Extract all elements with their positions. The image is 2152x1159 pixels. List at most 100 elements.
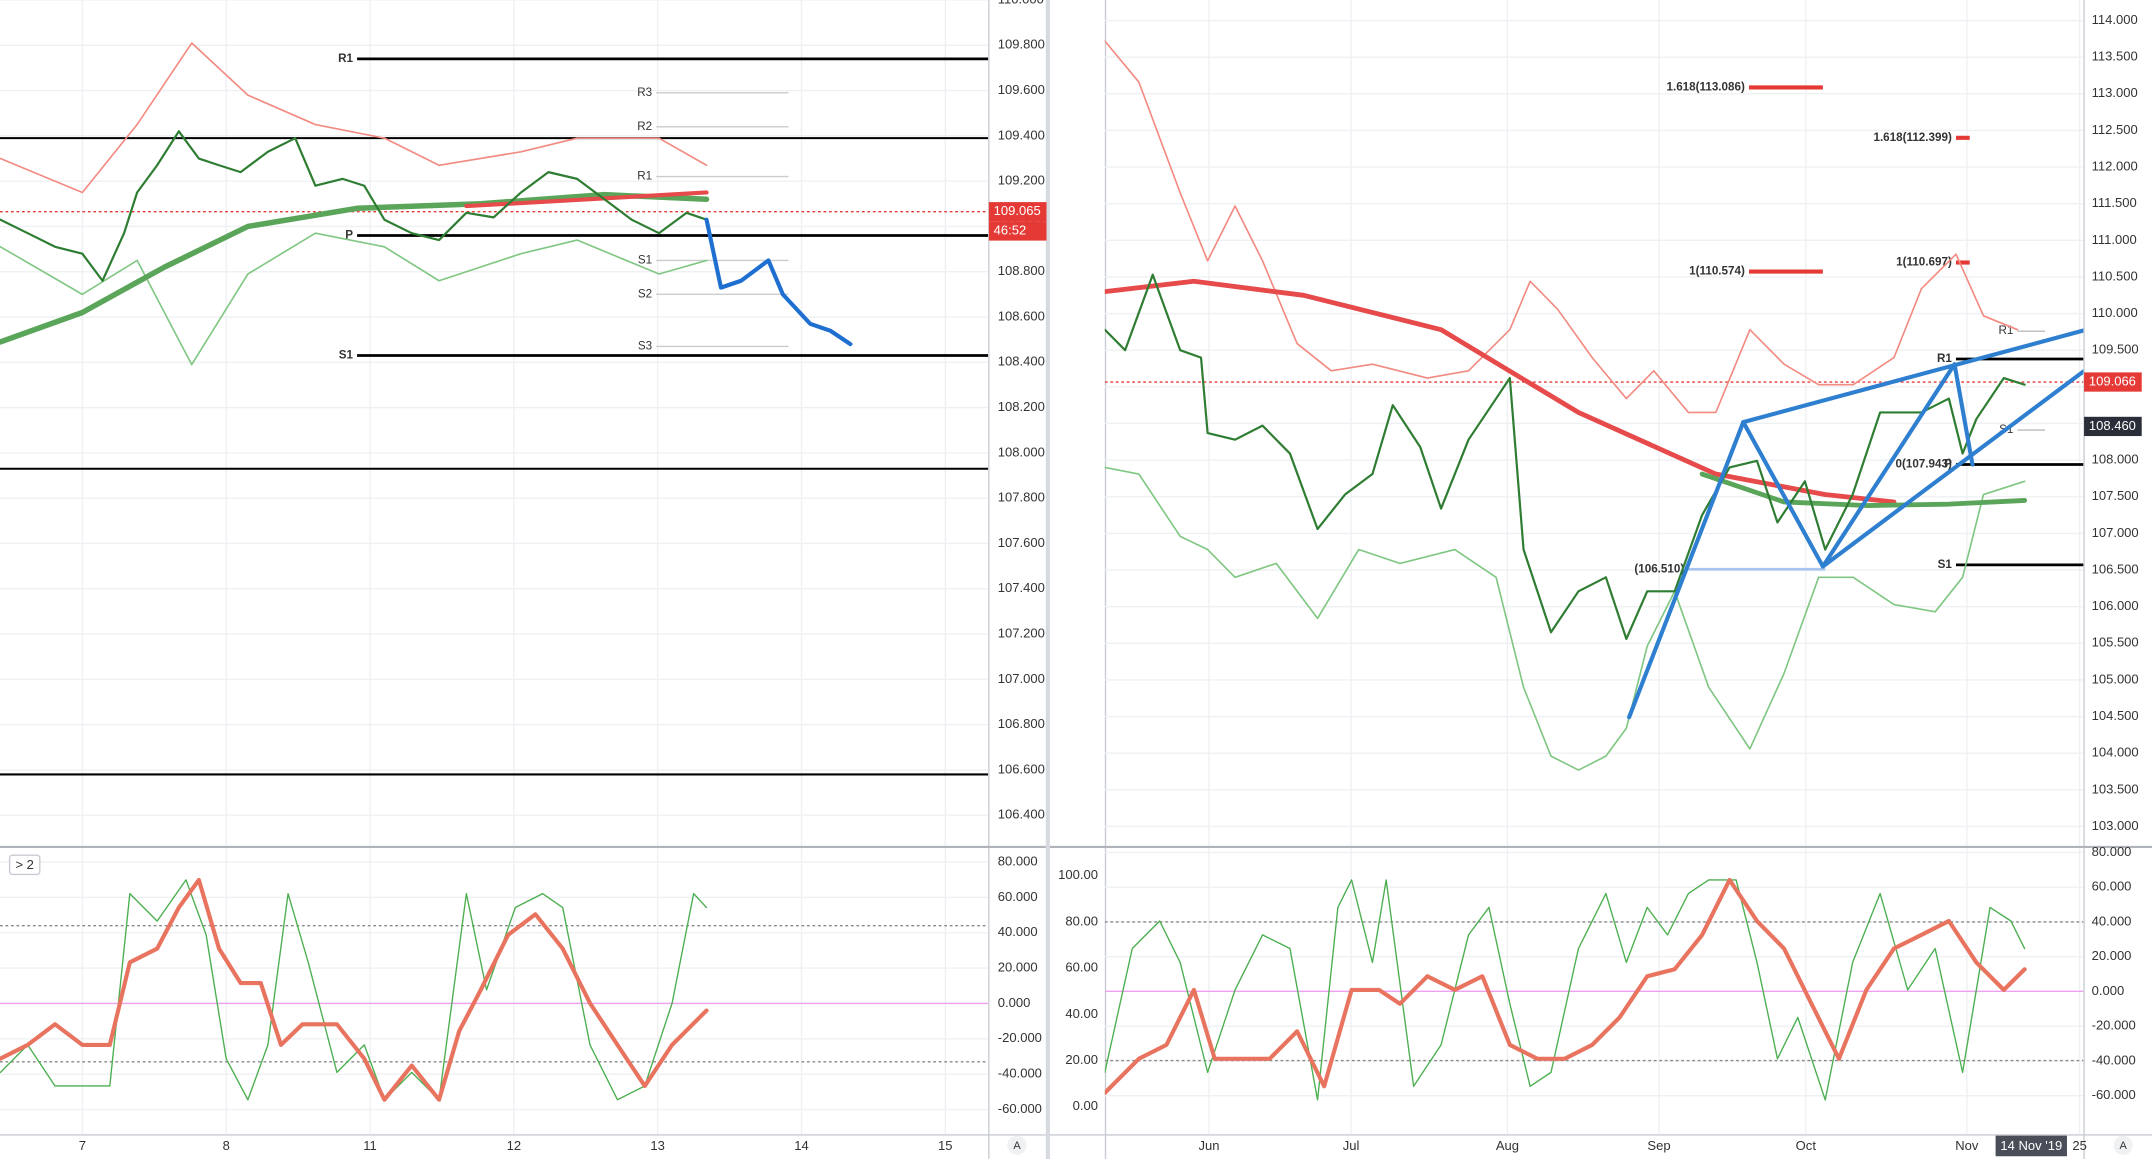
y2-tick-label: -60.000: [2092, 1087, 2136, 1102]
y-tick-label: 107.600: [998, 535, 1045, 550]
x-tick-label: Nov: [1955, 1138, 1979, 1153]
y-tick-label: 108.600: [998, 308, 1045, 323]
x-tick-label: 8: [223, 1138, 230, 1153]
y-tick-label: 107.400: [998, 580, 1045, 595]
cursor-tag-label: 14 Nov '19: [2000, 1138, 2062, 1153]
auto-scale-label[interactable]: A: [1013, 1140, 1021, 1152]
pane: 1.618(113.086) 1.618(112.399) 1(110.574) 1(…: [1104, 40, 2084, 771]
y2-tick-label: 60.000: [2092, 879, 2132, 894]
level-label: R1: [637, 170, 652, 183]
y-tick-label: 108.800: [998, 263, 1045, 278]
x-tick-label: 7: [79, 1138, 86, 1153]
divider: [1045, 0, 1050, 1159]
level-label: R2: [637, 120, 652, 133]
y-tick-label: 110.500: [2092, 268, 2138, 283]
y-tick-label: -40.000: [998, 1066, 1042, 1081]
auto-scale-label[interactable]: A: [2120, 1140, 2128, 1152]
y-tick-label: 106.500: [2092, 561, 2139, 576]
y-tick-label: 107.000: [998, 671, 1045, 686]
y-tick-label: 20.00: [1065, 1052, 1098, 1067]
x-tick-label: 25: [2072, 1138, 2086, 1153]
x-tick-label: Jun: [1199, 1138, 1220, 1153]
series-line: [1104, 877, 2027, 1095]
price-tag-label: 46:52: [994, 222, 1027, 237]
pane: [0, 877, 989, 1102]
price-tag: [988, 202, 1047, 222]
level-label: S3: [638, 340, 652, 353]
legend-toggle-label[interactable]: > 2: [15, 857, 33, 872]
series-line: [0, 191, 710, 345]
pane: R1 P S1 R3 R2 R1 S1 S2 S3: [0, 42, 989, 776]
x-tick-label: Oct: [1796, 1138, 1817, 1153]
level-label: 1(110.574): [1689, 265, 1745, 278]
y2-tick-label: -40.000: [2092, 1052, 2136, 1067]
y-tick-label: 40.000: [998, 924, 1038, 939]
x-tick-label: Aug: [1496, 1138, 1519, 1153]
level-label: 0(107.943): [1896, 457, 1952, 470]
y-tick-label: 109.400: [998, 127, 1045, 142]
y-tick-label: 108.200: [998, 399, 1045, 414]
y-tick-label: 104.500: [2092, 708, 2139, 723]
y-tick-label: 109.800: [998, 37, 1045, 52]
y-tick-label: 106.600: [998, 761, 1045, 776]
y-tick-label: 108.000: [2092, 452, 2139, 467]
y-tick-label: 106.800: [998, 716, 1045, 731]
y-tick-label: 0.000: [998, 995, 1031, 1010]
y-tick-label: 112.500: [2092, 122, 2138, 137]
legend-toggle[interactable]: [8, 854, 41, 876]
price-tag: [988, 221, 1047, 241]
series-line: [1104, 273, 2026, 640]
level-label: P: [345, 229, 353, 242]
y-tick-label: -20.000: [998, 1030, 1042, 1045]
level-label: R1: [1937, 352, 1952, 365]
y-tick-label: 100.00: [1058, 867, 1098, 882]
y-tick-label: 60.000: [998, 889, 1038, 904]
x-tick-label: Jul: [1343, 1138, 1360, 1153]
y-tick-label: 113.500: [2092, 49, 2138, 64]
level-label: S1: [638, 253, 652, 266]
y-tick-label: 108.000: [998, 444, 1045, 459]
series-line: [1699, 471, 2028, 508]
x-tick-label: 14: [794, 1138, 808, 1153]
y-tick-label: 103.000: [2092, 818, 2139, 833]
y-tick-label: 110.000: [2092, 305, 2138, 320]
y-tick-label: 105.000: [2092, 671, 2139, 686]
series-line: [0, 232, 708, 366]
x-tick-label: 13: [650, 1138, 664, 1153]
y-tick-label: 104.000: [2092, 745, 2139, 760]
y-tick-label: 107.200: [998, 625, 1045, 640]
level-label: R1: [1999, 324, 2014, 337]
y-tick-label: 60.00: [1065, 960, 1098, 975]
auto-scale-button[interactable]: [2113, 1135, 2133, 1155]
series-line: [1104, 879, 2026, 1101]
level-label: P: [1944, 458, 1952, 471]
y-tick-label: 105.500: [2092, 635, 2139, 650]
level-label: R1: [338, 52, 353, 65]
series-line: [1820, 369, 2084, 569]
y-tick-label: 113.000: [2092, 85, 2138, 100]
y2-tick-label: 40.000: [2092, 913, 2132, 928]
y-tick-label: 107.500: [2092, 488, 2139, 503]
y2-tick-label: 0.000: [2092, 983, 2125, 998]
series-line: [1104, 466, 2026, 771]
price-tag: [2084, 416, 2142, 437]
axis-layer: 106.400 106.600 106.800 107.000 107.200 107.4…: [79, 0, 2142, 1157]
level-label: 1.618(113.086): [1666, 81, 1744, 94]
price-tag-label: 108.460: [2089, 418, 2136, 433]
y-tick-label: 103.500: [2092, 781, 2139, 796]
x-tick-label: 11: [363, 1138, 377, 1153]
y2-tick-label: 20.000: [2092, 948, 2132, 963]
auto-scale-button[interactable]: [1007, 1135, 1027, 1155]
series-line: [0, 130, 708, 282]
series-line: [0, 877, 709, 1102]
x-tick-label: 15: [938, 1138, 952, 1153]
y2-tick-label: 80.000: [2092, 844, 2132, 859]
price-tag-label: 109.066: [2089, 373, 2136, 388]
x-tick-label: 12: [507, 1138, 521, 1153]
series-line: [0, 42, 708, 194]
y-tick-label: 106.000: [2092, 598, 2139, 613]
y-tick-label: 108.400: [998, 354, 1045, 369]
